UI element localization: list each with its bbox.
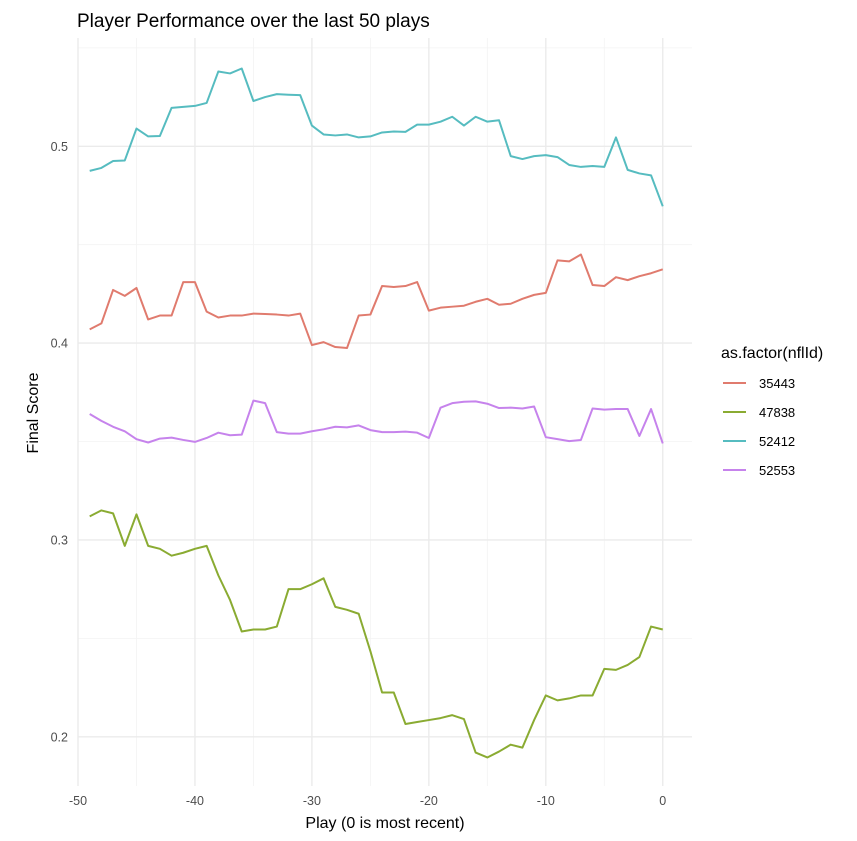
- y-tick-labels: 0.2 0.3 0.4 0.5: [51, 140, 68, 745]
- legend-item-52412: 52412: [723, 434, 795, 449]
- x-tick-label: 0: [659, 794, 666, 808]
- x-tick-labels: -50 -40 -30 -20 -10 0: [69, 794, 666, 808]
- legend-items: 35443 47838 52412 52553: [723, 376, 795, 478]
- x-axis-title: Play (0 is most recent): [305, 815, 464, 832]
- x-tick-label: -30: [303, 794, 321, 808]
- y-tick-label: 0.4: [51, 337, 68, 351]
- legend-label: 47838: [759, 405, 795, 420]
- legend: as.factor(nflId) 35443 47838 52412 52553: [721, 345, 823, 478]
- grid: [77, 38, 692, 786]
- legend-title: as.factor(nflId): [721, 345, 823, 362]
- series-group: [89, 67, 664, 759]
- y-axis-title: Final Score: [25, 372, 42, 453]
- y-tick-label: 0.2: [51, 730, 68, 744]
- series-line-47838: [89, 509, 664, 759]
- x-tick-label: -40: [186, 794, 204, 808]
- legend-item-52553: 52553: [723, 463, 795, 478]
- legend-label: 52412: [759, 434, 795, 449]
- legend-item-47838: 47838: [723, 405, 795, 420]
- x-tick-label: -10: [537, 794, 555, 808]
- legend-item-35443: 35443: [723, 376, 795, 391]
- series-line-52412: [89, 67, 664, 207]
- chart-title: Player Performance over the last 50 play…: [77, 11, 430, 32]
- legend-label: 35443: [759, 376, 795, 391]
- series-line-35443: [89, 253, 664, 350]
- series-line-52553: [89, 399, 664, 444]
- legend-label: 52553: [759, 463, 795, 478]
- y-tick-label: 0.3: [51, 533, 68, 547]
- y-tick-label: 0.5: [51, 140, 68, 154]
- x-tick-label: -20: [420, 794, 438, 808]
- x-tick-label: -50: [69, 794, 87, 808]
